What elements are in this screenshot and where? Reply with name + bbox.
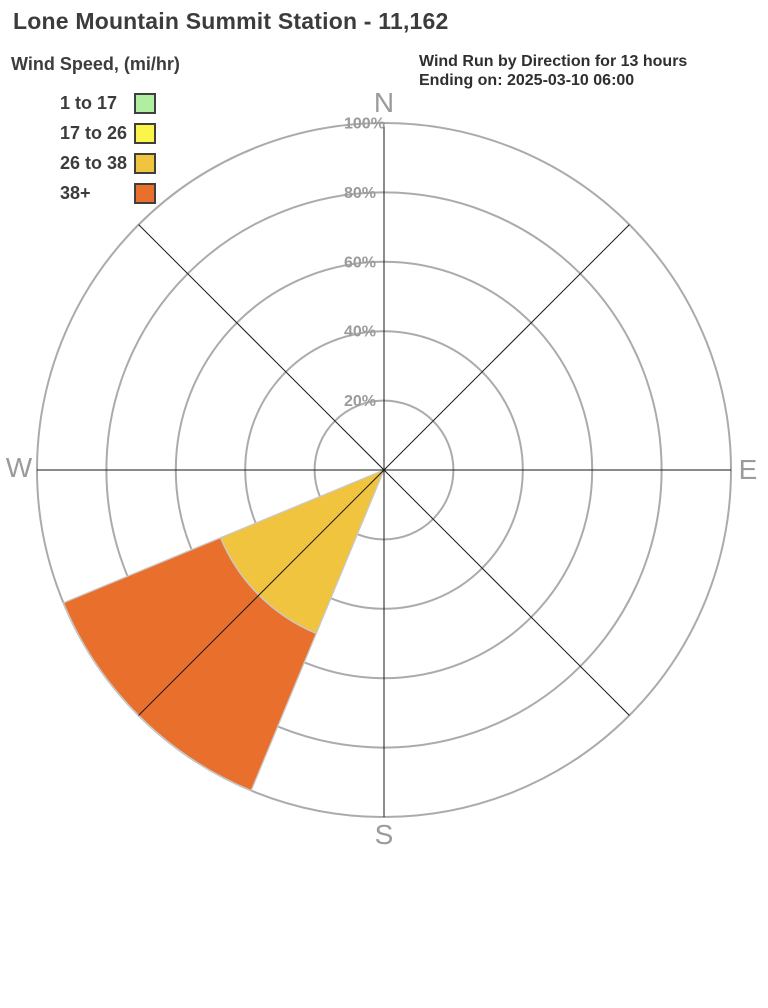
spoke-NE [383,224,630,471]
legend-color-swatch [134,152,156,174]
subtitle-line2: Ending on: 2025-03-10 06:00 [419,72,635,89]
page-title: Lone Mountain Summit Station - 11,162 [13,8,449,34]
spoke-SE [383,469,630,716]
compass-label-E: E [739,454,758,485]
legend-color-swatch [134,182,156,204]
radial-tick-label-20: 20% [344,393,376,410]
legend-item-label: 1 to 17 [60,92,118,113]
legend-item: 26 to 38 [60,148,156,178]
legend-item: 38+ [60,178,156,208]
spoke-NW [138,224,385,471]
radial-tick-label-40: 40% [344,324,376,341]
subtitle-line1: Wind Run by Direction for 13 hours [419,53,688,70]
legend-item-label: 38+ [60,182,91,203]
compass-label-W: W [6,452,33,483]
spoke-SW [138,469,385,716]
radial-tick-label-60: 60% [344,254,376,271]
legend-item-label: 17 to 26 [60,122,128,143]
compass-label-S: S [375,819,394,850]
legend-color-swatch [134,122,156,144]
radial-tick-label-80: 80% [344,185,376,202]
radial-tick-label-100: 100% [344,116,385,133]
legend-color-swatch [134,92,156,114]
legend-item: 17 to 26 [60,118,156,148]
legend-item-label: 26 to 38 [60,152,128,173]
chart-subtitle: Wind Run by Direction for 13 hours Endin… [419,52,687,90]
wind-speed-legend: 1 to 17 17 to 26 26 to 38 38+ [60,88,156,208]
compass-label-N: N [374,87,394,118]
legend-item: 1 to 17 [60,88,156,118]
legend-title: Wind Speed, (mi/hr) [11,54,180,74]
